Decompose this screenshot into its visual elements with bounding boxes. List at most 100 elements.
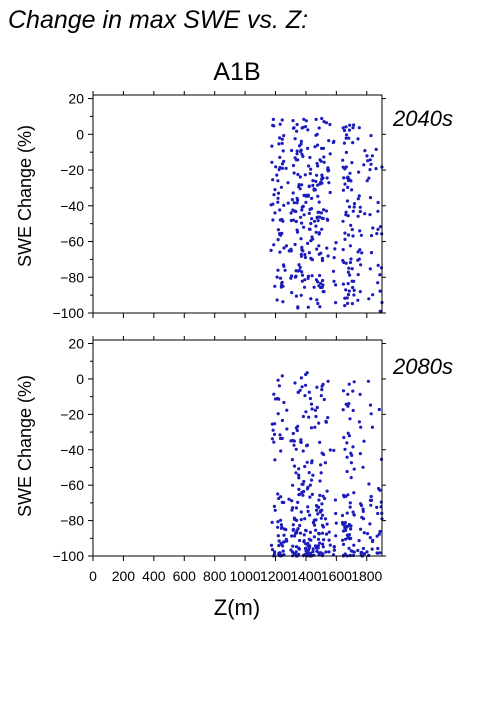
- axes-frame: [92, 339, 383, 557]
- scatter-point: [356, 273, 360, 277]
- scatter-point: [341, 219, 345, 223]
- scatter-point: [361, 546, 365, 551]
- scatter-point: [302, 213, 306, 217]
- scatter-point: [276, 191, 281, 195]
- scatter-point: [350, 161, 354, 165]
- scatter-point: [283, 268, 287, 272]
- scatter-point: [349, 536, 353, 541]
- scatter-point: [342, 128, 347, 133]
- scatter-point: [279, 284, 283, 288]
- scatter-point: [307, 164, 311, 168]
- scatter-point: [377, 532, 381, 536]
- scatter-point: [346, 214, 350, 218]
- scatter-point: [348, 505, 352, 509]
- scatter-point: [371, 293, 375, 297]
- scatter-point: [298, 538, 302, 543]
- scatter-point: [302, 117, 306, 121]
- scatter-point: [332, 139, 336, 143]
- scatter-point: [302, 533, 306, 537]
- scatter-point: [343, 521, 347, 525]
- scatter-point: [312, 535, 316, 539]
- scatter-point: [293, 517, 297, 521]
- scatter-point: [282, 400, 286, 405]
- scatter-point: [276, 378, 280, 382]
- scatter-point: [299, 518, 303, 522]
- scatter-point: [293, 242, 297, 247]
- scatter-point: [352, 491, 356, 495]
- scatter-point: [316, 219, 320, 223]
- scatter-point: [327, 550, 331, 554]
- scatter-point: [270, 160, 274, 164]
- scatter-point: [296, 390, 300, 394]
- scatter-point: [320, 451, 324, 455]
- scatter-point: [327, 530, 331, 534]
- scatter-point: [359, 263, 363, 267]
- scatter-point: [376, 200, 380, 205]
- scatter-point: [351, 510, 355, 514]
- scatter-point: [270, 144, 274, 148]
- scatter-point: [280, 141, 284, 145]
- scatter-point: [334, 283, 338, 287]
- y-tick-label: −40: [60, 442, 84, 458]
- scatter-point: [308, 396, 312, 401]
- scatter-point: [302, 225, 306, 229]
- scatter-point: [276, 412, 280, 416]
- scatter-point: [316, 546, 320, 550]
- scatter-point: [357, 420, 361, 424]
- scatter-point: [351, 285, 355, 290]
- scatter-point: [295, 122, 299, 127]
- scatter-point: [356, 197, 360, 201]
- scatter-point: [346, 493, 350, 497]
- scatter-point: [307, 251, 311, 255]
- scatter-point: [305, 444, 309, 448]
- scatter-point: [297, 487, 301, 491]
- scatter-point: [346, 536, 350, 540]
- scatter-point: [349, 257, 353, 261]
- scatter-point: [296, 172, 300, 177]
- scatter-point: [296, 305, 300, 309]
- scatter-point: [341, 389, 346, 393]
- scatter-point: [276, 492, 280, 496]
- scatter-point: [301, 249, 305, 253]
- scatter-point: [284, 244, 288, 248]
- scatter-point: [272, 432, 277, 436]
- scatter-point: [325, 246, 329, 250]
- scatter-point: [308, 155, 312, 160]
- scatter-point: [371, 226, 375, 230]
- scatter-point: [294, 506, 298, 510]
- scatter-point: [297, 144, 302, 148]
- scatter-point: [363, 212, 367, 216]
- scatter-point: [328, 543, 332, 547]
- scatter-point: [281, 149, 285, 153]
- scatter-point: [301, 154, 305, 159]
- scatter-point: [280, 436, 284, 440]
- y-tick-label: 0: [76, 371, 84, 387]
- scatter-point: [297, 547, 301, 551]
- y-tick-label: −80: [60, 513, 84, 529]
- scatter-point: [286, 181, 290, 185]
- scatter-point: [322, 155, 326, 159]
- scatter-point: [375, 505, 379, 509]
- scatter-point: [357, 170, 361, 174]
- scatter-point: [362, 531, 366, 535]
- scatter-point: [341, 248, 345, 252]
- scatter-point: [271, 117, 275, 121]
- scatter-point: [311, 179, 315, 183]
- scatter-point: [309, 402, 314, 406]
- scatter-point: [344, 288, 348, 292]
- scatter-point: [276, 525, 280, 529]
- scatter-point: [297, 467, 301, 471]
- scatter-point: [369, 494, 373, 499]
- scatter-point: [277, 168, 281, 172]
- scatter-point: [279, 518, 283, 522]
- scatter-point: [279, 553, 283, 558]
- scatter-point: [333, 247, 337, 251]
- scatter-point: [348, 417, 352, 421]
- scatter-point: [298, 492, 302, 496]
- scatter-point: [321, 382, 325, 386]
- period-label-2080s: 2080s: [392, 354, 453, 379]
- scatter-point: [311, 520, 315, 525]
- scatter-point: [276, 396, 280, 401]
- scatter-point: [291, 506, 295, 510]
